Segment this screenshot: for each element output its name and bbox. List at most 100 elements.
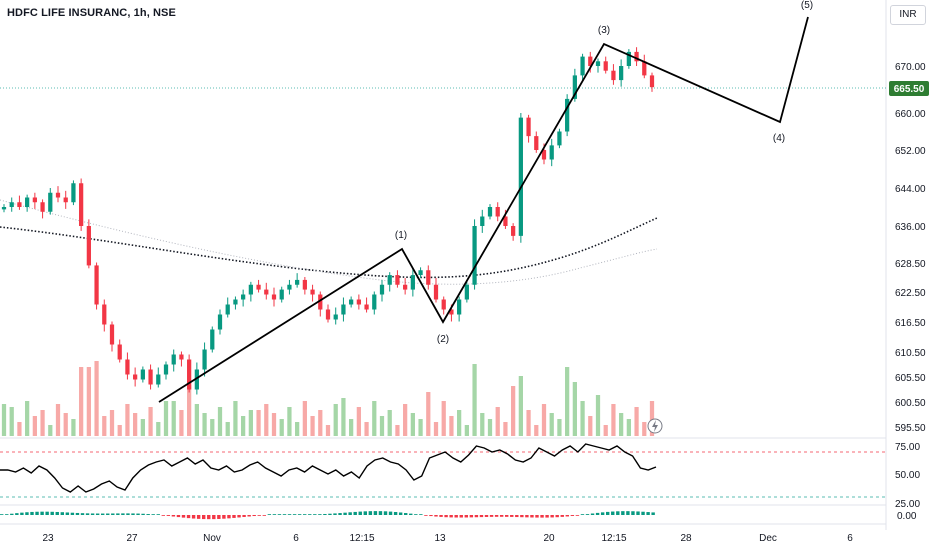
candle-body [148, 369, 153, 385]
macd-bar [303, 514, 307, 515]
candle-body [233, 299, 238, 305]
macd-bar [252, 515, 256, 517]
macd-bar [191, 515, 196, 519]
macd-bar [348, 512, 352, 515]
volume-bar [364, 422, 369, 436]
volume-bar [387, 410, 392, 436]
macd-bar [141, 513, 145, 515]
candle-body [565, 98, 570, 132]
macd-bar [530, 515, 534, 518]
macd-bar [651, 512, 655, 515]
candle-body [202, 349, 207, 370]
volume-bar [63, 413, 68, 436]
volume-bar [310, 416, 315, 436]
elliott-wave-drawing[interactable]: (1) (2) (3) (4) (5) [158, 0, 813, 403]
volume-bar [187, 385, 192, 436]
macd-bar [505, 515, 509, 517]
candle-body [102, 304, 107, 325]
lightning-icon[interactable] [647, 418, 663, 434]
volume-bar [518, 376, 523, 436]
macd-bar [15, 513, 19, 515]
macd-bar [111, 513, 115, 515]
volume-bar [372, 401, 377, 436]
macd-bar [196, 515, 201, 519]
macd-bar [75, 512, 80, 515]
volume-bar [649, 401, 655, 436]
macd-bar [267, 514, 272, 515]
volume-bar [634, 407, 639, 436]
macd-tick-label: 0.00 [897, 511, 917, 522]
volume-bar [356, 407, 361, 436]
current-price-badge [889, 81, 929, 96]
macd-bar [464, 515, 468, 518]
volume-bar [426, 392, 431, 436]
candle-body [71, 183, 76, 203]
macd-bar [555, 515, 559, 518]
macd-bar [80, 513, 85, 515]
macd-bar [358, 511, 362, 515]
volume-bar [202, 413, 207, 436]
volume-bar [503, 422, 508, 436]
macd-bar [176, 515, 181, 518]
candle-body [163, 364, 169, 375]
candle-body [472, 226, 477, 285]
volume-bar [9, 407, 14, 436]
macd-bar [454, 515, 458, 518]
macd-bar [227, 515, 231, 519]
rsi-tick-label: 25.00 [895, 499, 920, 510]
macd-bar [429, 515, 433, 517]
macd-bar [116, 513, 120, 515]
volume-bar [642, 422, 647, 436]
candle-body [140, 369, 145, 380]
candle-body [187, 359, 192, 390]
macd-bar [560, 515, 564, 517]
macd-bar [439, 515, 443, 517]
macd-bar [484, 515, 489, 517]
volume-bar [341, 398, 346, 436]
candle-body [557, 131, 562, 146]
volume-bar [117, 425, 122, 436]
macd-bar [373, 511, 378, 515]
macd-bar [489, 515, 494, 517]
candle-body [1, 207, 7, 210]
candle-body [295, 279, 300, 285]
volume-bar [79, 367, 84, 436]
volume-bar [271, 413, 277, 436]
volume-bar [588, 416, 593, 436]
candle-body [595, 61, 601, 66]
volume-bar [295, 422, 300, 436]
macd-bar [545, 515, 549, 518]
symbol-title[interactable]: HDFC LIFE INSURANC, 1h, NSE [7, 7, 176, 19]
volume-bar [140, 419, 145, 436]
macd-bar [202, 515, 206, 520]
time-tick-label: 23 [42, 533, 54, 544]
macd-bar [136, 513, 140, 515]
volume-bar [287, 407, 292, 436]
candle-body [156, 374, 161, 385]
macd-bar [106, 513, 110, 515]
candle-body [364, 304, 369, 310]
candle-body [210, 329, 215, 350]
currency-selector[interactable]: INR [890, 5, 926, 25]
volume-bar [557, 419, 562, 436]
volume-bar [457, 410, 462, 436]
macd-bar [611, 511, 615, 515]
price-tick-label: 622.50 [895, 288, 926, 299]
candle-body [518, 117, 523, 236]
volume-bar [109, 410, 115, 436]
candle-body [86, 226, 91, 266]
current-price-label: 665.50 [894, 84, 925, 95]
macd-bar [60, 512, 64, 515]
candle-body [318, 294, 323, 310]
candle-body [9, 202, 14, 207]
macd-bar [414, 514, 418, 515]
candle-body [17, 202, 22, 207]
wave-label: (2) [437, 334, 449, 345]
time-tick-label: Dec [759, 533, 777, 544]
candle-body [603, 61, 608, 71]
volume-bar [94, 361, 99, 436]
candle-body [40, 202, 45, 212]
volume-bar [464, 425, 469, 436]
macd-bar [151, 514, 155, 515]
